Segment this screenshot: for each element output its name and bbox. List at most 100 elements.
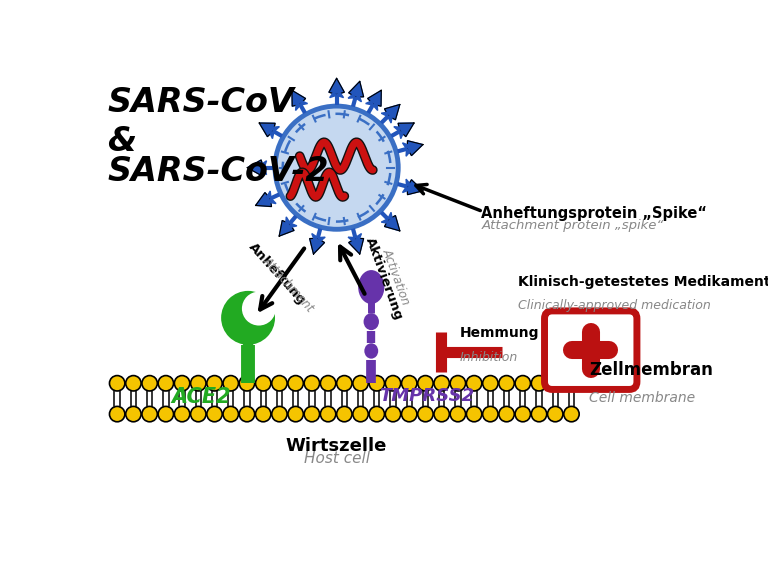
Text: Zellmembran: Zellmembran <box>589 361 713 380</box>
Polygon shape <box>286 217 290 223</box>
Polygon shape <box>318 237 325 241</box>
Circle shape <box>320 407 336 422</box>
Polygon shape <box>270 131 274 139</box>
Circle shape <box>275 106 399 229</box>
Polygon shape <box>273 127 280 131</box>
Text: TMPRSS2: TMPRSS2 <box>379 387 474 405</box>
Polygon shape <box>261 161 266 168</box>
Circle shape <box>223 376 238 391</box>
Polygon shape <box>256 192 271 207</box>
Circle shape <box>190 376 206 391</box>
Text: ACE2: ACE2 <box>171 387 231 407</box>
Circle shape <box>482 376 498 391</box>
Text: Hemmung: Hemmung <box>460 326 539 340</box>
Polygon shape <box>388 213 392 219</box>
Polygon shape <box>406 179 410 187</box>
Circle shape <box>353 376 368 391</box>
Circle shape <box>402 407 417 422</box>
Polygon shape <box>407 180 423 195</box>
Polygon shape <box>398 123 414 137</box>
Circle shape <box>450 376 465 391</box>
Polygon shape <box>372 104 378 111</box>
Circle shape <box>418 376 433 391</box>
Circle shape <box>482 407 498 422</box>
Polygon shape <box>356 234 362 240</box>
Text: Anheftung: Anheftung <box>246 240 308 308</box>
Text: Wirtszelle: Wirtszelle <box>286 437 387 455</box>
Polygon shape <box>300 101 308 105</box>
Text: Klinisch-getestetes Medikament: Klinisch-getestetes Medikament <box>518 275 768 289</box>
Ellipse shape <box>243 339 253 348</box>
Polygon shape <box>385 215 400 231</box>
Text: Aktivierung: Aktivierung <box>363 236 406 322</box>
Circle shape <box>158 376 174 391</box>
Polygon shape <box>402 143 409 149</box>
Polygon shape <box>402 187 409 192</box>
Ellipse shape <box>358 270 384 304</box>
Polygon shape <box>329 78 344 94</box>
Circle shape <box>548 407 563 422</box>
Circle shape <box>369 376 385 391</box>
Circle shape <box>499 376 515 391</box>
Polygon shape <box>348 94 356 98</box>
Polygon shape <box>312 234 318 240</box>
Text: &: & <box>108 124 136 158</box>
Circle shape <box>450 407 465 422</box>
Circle shape <box>126 376 141 391</box>
Circle shape <box>548 376 563 391</box>
Circle shape <box>110 407 125 422</box>
Polygon shape <box>247 160 263 175</box>
Text: Inhibition: Inhibition <box>460 351 518 364</box>
Circle shape <box>207 376 222 391</box>
Circle shape <box>142 407 157 422</box>
Text: SARS-CoV: SARS-CoV <box>108 86 294 119</box>
Ellipse shape <box>364 343 378 359</box>
Circle shape <box>288 407 303 422</box>
Circle shape <box>256 376 271 391</box>
Polygon shape <box>407 141 423 156</box>
Polygon shape <box>406 149 410 156</box>
Ellipse shape <box>363 313 379 330</box>
Polygon shape <box>388 116 392 123</box>
Circle shape <box>304 376 319 391</box>
Polygon shape <box>385 104 400 120</box>
Polygon shape <box>280 221 294 236</box>
Polygon shape <box>329 92 336 97</box>
Text: Attachment: Attachment <box>261 255 317 315</box>
Polygon shape <box>310 238 325 254</box>
Polygon shape <box>394 127 400 131</box>
Circle shape <box>158 407 174 422</box>
Polygon shape <box>292 90 306 106</box>
Text: Clinically-approved medication: Clinically-approved medication <box>518 298 710 312</box>
Circle shape <box>531 376 547 391</box>
Circle shape <box>190 407 206 422</box>
Circle shape <box>207 407 222 422</box>
Circle shape <box>515 376 531 391</box>
Polygon shape <box>296 104 300 111</box>
Circle shape <box>110 376 125 391</box>
Circle shape <box>336 407 352 422</box>
Circle shape <box>434 376 449 391</box>
Circle shape <box>418 407 433 422</box>
Polygon shape <box>349 238 363 254</box>
Text: Cell membrane: Cell membrane <box>589 391 695 405</box>
Polygon shape <box>381 219 388 223</box>
Circle shape <box>256 407 271 422</box>
Circle shape <box>386 376 401 391</box>
Polygon shape <box>349 81 363 97</box>
Polygon shape <box>381 112 388 116</box>
Circle shape <box>515 407 531 422</box>
Circle shape <box>466 376 482 391</box>
Polygon shape <box>260 123 275 137</box>
Circle shape <box>272 376 287 391</box>
Circle shape <box>242 291 276 325</box>
Text: Activation: Activation <box>379 247 412 307</box>
Polygon shape <box>348 237 356 241</box>
Circle shape <box>142 376 157 391</box>
Polygon shape <box>336 92 343 97</box>
Circle shape <box>174 376 190 391</box>
Polygon shape <box>366 101 372 105</box>
Circle shape <box>564 407 579 422</box>
Circle shape <box>174 407 190 422</box>
Text: Host cell: Host cell <box>303 451 369 466</box>
